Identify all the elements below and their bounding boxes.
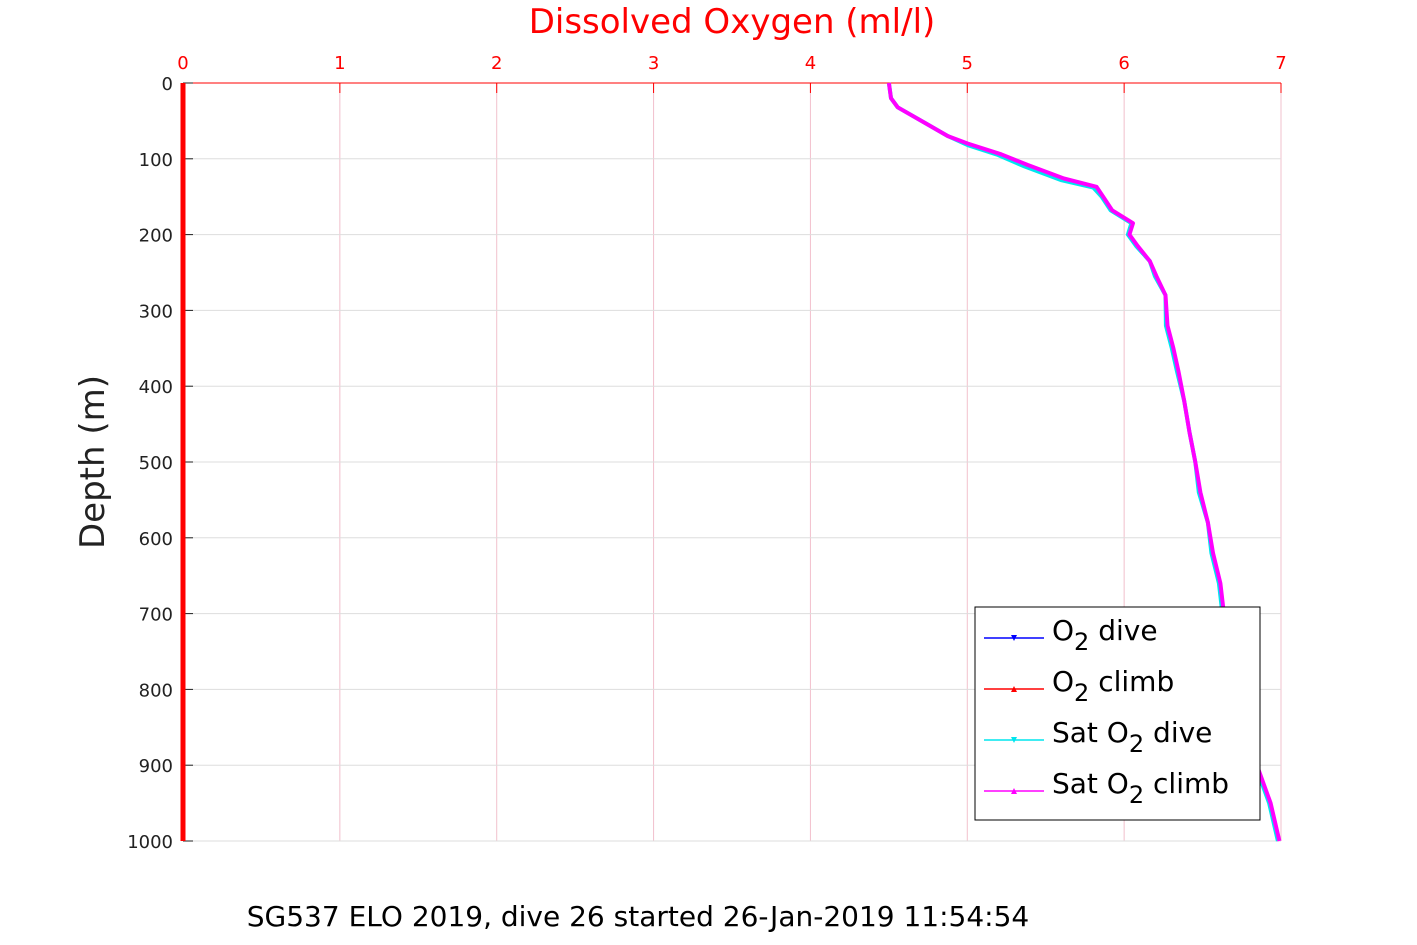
legend-label: O2 climb bbox=[1052, 665, 1174, 707]
y-tick-label: 200 bbox=[139, 226, 173, 247]
x-tick-label: 5 bbox=[962, 53, 973, 74]
y-axis-label: Depth (m) bbox=[73, 375, 113, 549]
y-tick-label: 900 bbox=[139, 756, 173, 777]
legend-label: O2 dive bbox=[1052, 614, 1158, 656]
tick-labels: 0 1 2 3 4 5 6 7 0 100 200 300 400 500 600 700 800 900 1000 bbox=[127, 53, 1287, 853]
chart-title: Dissolved Oxygen (ml/l) bbox=[529, 2, 936, 42]
legend-marker bbox=[1011, 686, 1017, 692]
x-tick-label: 3 bbox=[648, 53, 659, 74]
x-tick-label: 4 bbox=[805, 53, 816, 74]
legend-label: Sat O2 dive bbox=[1052, 716, 1212, 758]
legend: O2 dive O2 climb Sat O2 dive Sat O2 climb bbox=[974, 606, 1261, 821]
x-tick-label: 6 bbox=[1118, 53, 1129, 74]
legend-box bbox=[974, 606, 1261, 821]
y-tick-label: 400 bbox=[139, 377, 173, 398]
y-tick-label: 500 bbox=[139, 453, 173, 474]
y-tick-label: 0 bbox=[162, 74, 173, 95]
x-tick-label: 1 bbox=[334, 53, 345, 74]
y-tick-label: 600 bbox=[139, 529, 173, 550]
y-tick-label: 100 bbox=[139, 150, 173, 171]
legend-marker bbox=[1011, 635, 1017, 641]
y-tick-label: 700 bbox=[139, 605, 173, 626]
y-tick-label: 800 bbox=[139, 680, 173, 701]
y-tick-label: 1000 bbox=[127, 832, 173, 853]
y-tick-label: 300 bbox=[139, 301, 173, 322]
legend-marker bbox=[1011, 737, 1017, 743]
x-tick-label: 2 bbox=[491, 53, 502, 74]
x-tick-label: 0 bbox=[177, 53, 188, 74]
legend-label: Sat O2 climb bbox=[1052, 767, 1229, 809]
x-tick-label: 7 bbox=[1275, 53, 1286, 74]
chart-caption: SG537 ELO 2019, dive 26 started 26-Jan-2… bbox=[247, 900, 1029, 933]
legend-marker bbox=[1011, 788, 1017, 794]
